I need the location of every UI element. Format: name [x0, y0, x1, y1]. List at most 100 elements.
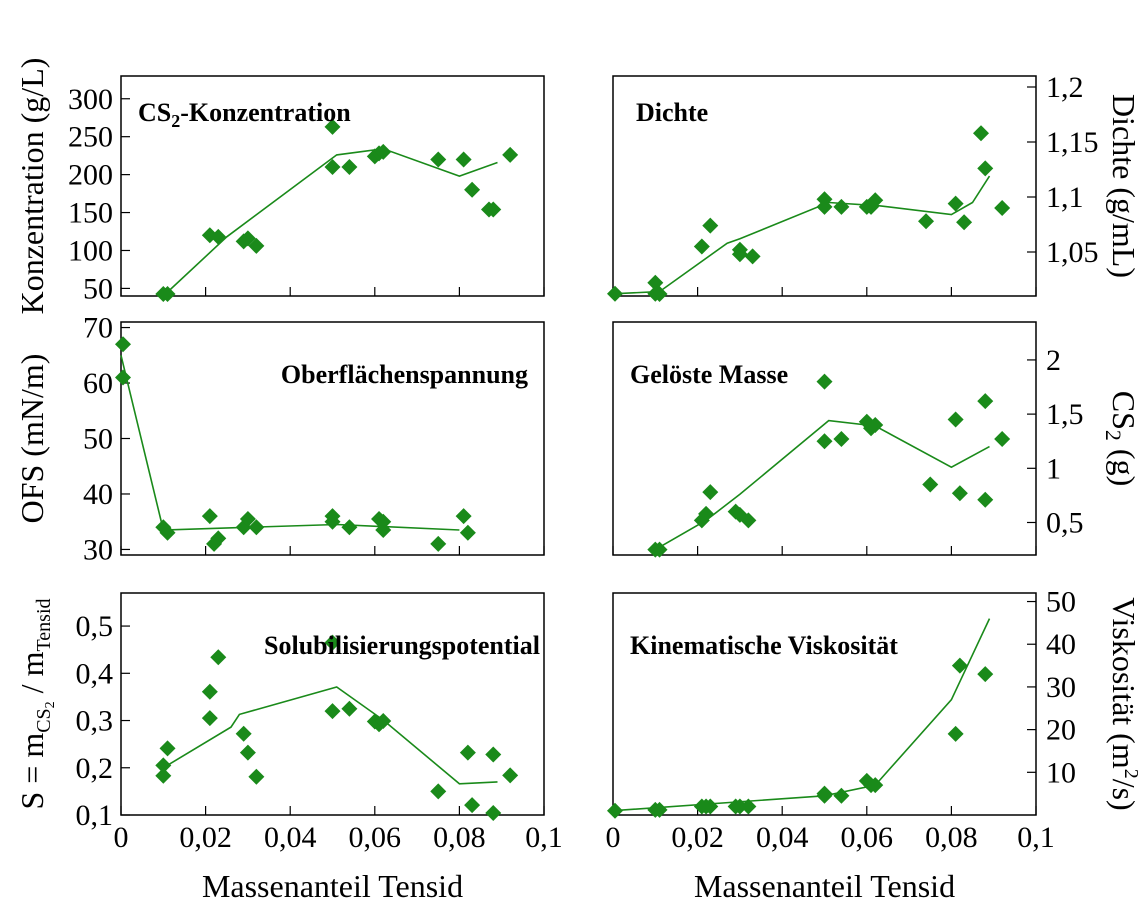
data-point [956, 214, 973, 231]
y-axis-label: OFS (mN/m) [14, 354, 50, 524]
panel-title: Dichte [636, 98, 708, 127]
x-axis-label: Massenanteil Tensid [694, 868, 955, 904]
y-tick-label: 1,5 [1046, 398, 1084, 431]
y-tick-label: 70 [83, 312, 113, 345]
data-point [210, 530, 227, 547]
data-point [867, 777, 884, 794]
x-tick-label: 0,1 [1017, 821, 1055, 854]
fit-line [612, 175, 991, 295]
data-point [248, 768, 265, 785]
panel-title: CS2-Konzentration [138, 98, 351, 131]
data-point [816, 198, 833, 215]
data-point [239, 744, 256, 761]
data-point [947, 195, 964, 212]
panel-konzentration: 50 100 150 200 250 300 CS2-Konzentration Konzen… [14, 58, 545, 314]
x-tick-label: 0 [606, 821, 621, 854]
y-tick-label: 1,2 [1046, 71, 1084, 104]
y-tick-label: 0,1 [76, 799, 114, 832]
data-point [702, 484, 719, 501]
y-tick-label: 0,5 [76, 610, 114, 643]
data-point [155, 757, 172, 774]
data-point [485, 746, 502, 763]
data-point [210, 228, 227, 245]
data-point [947, 411, 964, 428]
y-tick-label: 1 [1046, 452, 1061, 485]
data-point [430, 783, 447, 800]
data-point [155, 767, 172, 784]
data-point [607, 285, 623, 302]
axes-frame [612, 75, 1037, 297]
data-point [159, 286, 176, 302]
data-point [201, 683, 218, 700]
data-point [651, 541, 668, 558]
data-point [324, 634, 341, 651]
data-point [607, 802, 623, 819]
data-point [341, 159, 358, 176]
y-tick-label: 1,15 [1046, 126, 1099, 159]
y-tick-label: 50 [83, 423, 113, 456]
y-tick-label: 40 [83, 478, 113, 511]
data-point [816, 433, 833, 450]
data-point [918, 213, 935, 230]
data-point [159, 740, 176, 757]
data-point [502, 767, 519, 784]
data-point [833, 431, 850, 448]
data-point [235, 725, 252, 742]
data-point [973, 125, 990, 142]
data-point [833, 787, 850, 804]
data-point [455, 508, 472, 525]
y-tick-label: 0,4 [76, 657, 114, 690]
data-point [947, 725, 964, 742]
y-tick-label: 100 [68, 234, 113, 267]
data-point [867, 416, 884, 433]
data-point [485, 805, 502, 821]
data-point [994, 200, 1011, 216]
data-point [731, 798, 748, 815]
x-tick-label: 0,02 [179, 821, 232, 854]
data-point [922, 476, 939, 493]
data-point [502, 146, 519, 163]
y-axis-label: S = mCS2 / mTensid [14, 598, 58, 809]
x-tick-label: 0,04 [756, 821, 809, 854]
data-point [115, 336, 131, 353]
x-tick-label: 0,1 [525, 821, 563, 854]
data-point [951, 657, 968, 674]
data-point [977, 491, 994, 508]
data-point [375, 713, 392, 730]
data-point [651, 286, 668, 302]
fit-line [162, 147, 498, 297]
x-tick-label: 0,06 [349, 821, 402, 854]
data-point [430, 151, 447, 168]
y-tick-label: 300 [68, 83, 113, 116]
y-axis-label: CS2 (g) [1101, 391, 1142, 486]
data-point [115, 369, 131, 386]
data-point [651, 801, 668, 818]
x-tick-label: 0 [114, 821, 129, 854]
y-tick-label: 30 [1046, 671, 1076, 704]
x-axis-label: Massenanteil Tensid [202, 868, 463, 904]
panel-geloeste-masse: 0,5 1 1,5 2 Gelöste Masse CS2 (g) [612, 321, 1142, 558]
data-point [740, 798, 757, 815]
data-point [248, 237, 265, 254]
x-tick-label: 0,08 [925, 821, 978, 854]
data-point [702, 217, 719, 234]
data-point [324, 118, 341, 135]
data-point [210, 649, 227, 666]
panel-title: Solubilisierungspotential [264, 631, 540, 660]
data-point [459, 744, 476, 761]
data-point [159, 524, 176, 541]
x-tick-label: 0,08 [433, 821, 486, 854]
data-point [375, 522, 392, 539]
data-point [201, 508, 218, 525]
data-point [464, 797, 481, 814]
data-point [239, 230, 256, 247]
axes-frame [612, 321, 1037, 556]
y-tick-label: 60 [83, 367, 113, 400]
data-point [731, 241, 748, 258]
y-tick-label: 1,1 [1046, 181, 1084, 214]
panel-oberflaechenspannung: 30 40 50 60 70 Oberflächenspannung OFS (mN/m) [14, 312, 545, 566]
y-tick-label: 150 [68, 197, 113, 230]
axes-frame [120, 75, 545, 297]
data-point [833, 198, 850, 215]
